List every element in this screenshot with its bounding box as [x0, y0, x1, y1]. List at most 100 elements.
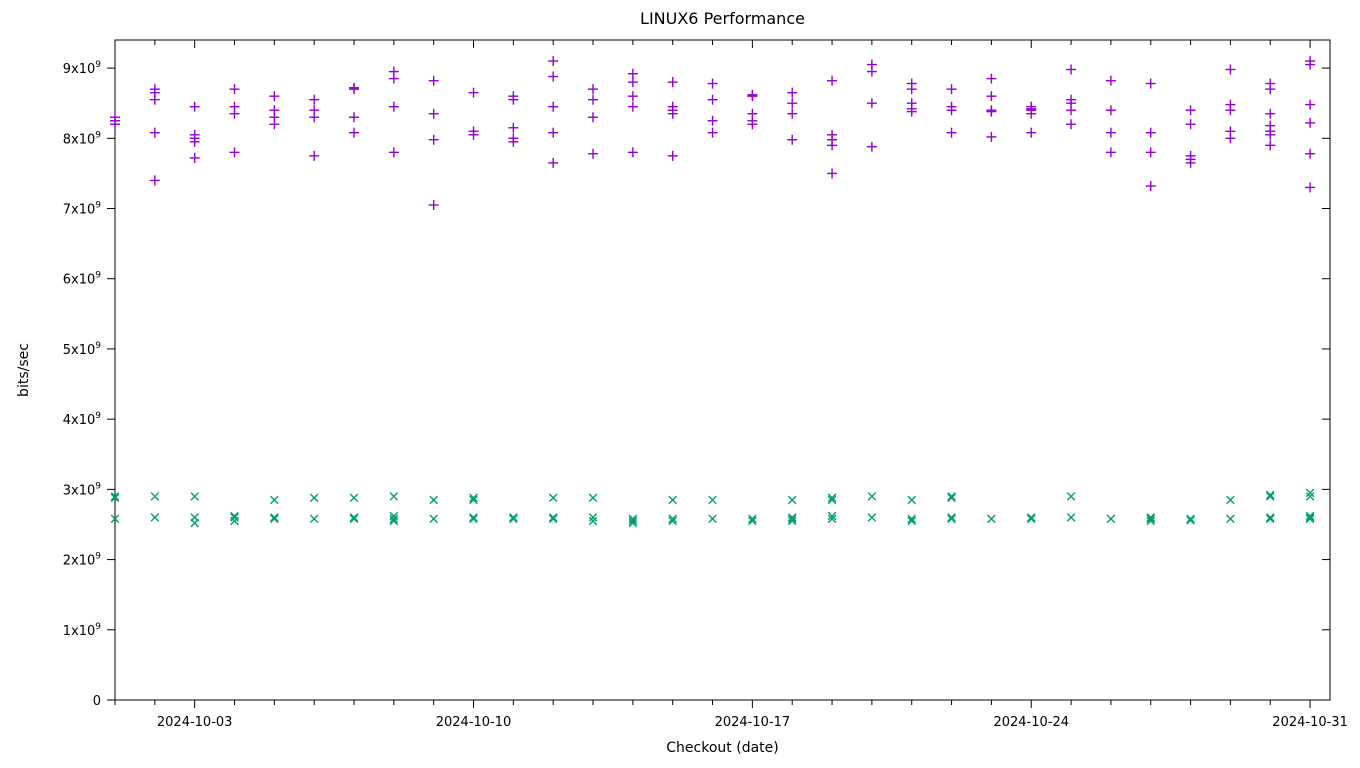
marker-x: [1266, 515, 1274, 523]
marker-plus: [269, 119, 279, 129]
marker-x: [549, 514, 557, 522]
marker-plus: [309, 112, 319, 122]
marker-plus: [1225, 64, 1235, 74]
marker-plus: [787, 88, 797, 98]
marker-plus: [349, 128, 359, 138]
marker-plus: [827, 168, 837, 178]
marker-x: [430, 515, 438, 523]
y-tick-label: 7x109: [63, 201, 102, 218]
marker-plus: [747, 91, 757, 101]
marker-plus: [309, 151, 319, 161]
marker-plus: [1146, 147, 1156, 157]
marker-plus: [389, 147, 399, 157]
marker-plus: [1106, 128, 1116, 138]
marker-x: [549, 494, 557, 502]
marker-plus: [469, 88, 479, 98]
marker-plus: [1265, 140, 1275, 150]
marker-plus: [269, 105, 279, 115]
marker-plus: [349, 112, 359, 122]
marker-plus: [1305, 182, 1315, 192]
y-tick-label: 9x109: [63, 60, 102, 77]
marker-plus: [588, 149, 598, 159]
marker-plus: [588, 95, 598, 105]
marker-plus: [1265, 84, 1275, 94]
marker-x: [908, 496, 916, 504]
marker-plus: [429, 200, 439, 210]
marker-x: [868, 514, 876, 522]
marker-plus: [787, 98, 797, 108]
marker-plus: [708, 128, 718, 138]
y-tick-label: 6x109: [63, 271, 102, 288]
y-tick-label: 1x109: [63, 622, 102, 639]
marker-x: [510, 514, 518, 522]
marker-x: [1227, 515, 1235, 523]
marker-plus: [1106, 76, 1116, 86]
marker-plus: [986, 132, 996, 142]
marker-plus: [150, 128, 160, 138]
y-tick-label: 8x109: [63, 130, 102, 147]
marker-plus: [588, 84, 598, 94]
marker-plus: [1106, 105, 1116, 115]
y-axis-label: bits/sec: [16, 343, 32, 397]
marker-plus: [947, 84, 957, 94]
marker-x: [1227, 496, 1235, 504]
marker-plus: [668, 77, 678, 87]
marker-x: [470, 515, 478, 523]
marker-plus: [349, 83, 359, 93]
marker-plus: [230, 84, 240, 94]
marker-x: [510, 515, 518, 523]
marker-x: [669, 496, 677, 504]
marker-plus: [1146, 79, 1156, 89]
marker-x: [271, 515, 279, 523]
marker-x: [1027, 515, 1035, 523]
marker-plus: [1066, 119, 1076, 129]
marker-x: [470, 514, 478, 522]
marker-plus: [230, 109, 240, 119]
marker-plus: [787, 135, 797, 145]
y-tick-label: 2x109: [63, 552, 102, 569]
marker-x: [788, 496, 796, 504]
marker-plus: [628, 77, 638, 87]
marker-plus: [827, 140, 837, 150]
marker-plus: [986, 107, 996, 117]
marker-x: [709, 496, 717, 504]
marker-x: [589, 494, 597, 502]
marker-x: [310, 494, 318, 502]
marker-plus: [628, 91, 638, 101]
marker-plus: [389, 102, 399, 112]
marker-plus: [588, 112, 598, 122]
marker-x: [1266, 491, 1274, 499]
marker-plus: [1225, 105, 1235, 115]
marker-plus: [1146, 128, 1156, 138]
chart-title: LINUX6 Performance: [640, 9, 805, 28]
marker-x: [310, 515, 318, 523]
marker-x: [1266, 514, 1274, 522]
marker-plus: [1225, 133, 1235, 143]
marker-plus: [1265, 109, 1275, 119]
marker-plus: [827, 76, 837, 86]
plot-frame: [115, 40, 1330, 700]
marker-x: [868, 493, 876, 501]
marker-x: [549, 515, 557, 523]
marker-plus: [548, 128, 558, 138]
marker-plus: [389, 74, 399, 84]
marker-x: [1067, 493, 1075, 501]
marker-plus: [429, 109, 439, 119]
x-tick-label: 2024-10-17: [715, 715, 791, 730]
marker-x: [709, 515, 717, 523]
marker-x: [1306, 514, 1314, 522]
x-axis-label: Checkout (date): [666, 740, 778, 756]
y-tick-label: 4x109: [63, 411, 102, 428]
marker-x: [1266, 493, 1274, 501]
marker-x: [350, 515, 358, 523]
marker-x: [430, 496, 438, 504]
marker-plus: [269, 91, 279, 101]
marker-plus: [548, 56, 558, 66]
x-tick-label: 2024-10-10: [436, 715, 512, 730]
marker-x: [151, 493, 159, 501]
marker-plus: [1305, 118, 1315, 128]
marker-plus: [907, 84, 917, 94]
marker-x: [1067, 514, 1075, 522]
marker-plus: [1066, 105, 1076, 115]
marker-x: [988, 515, 996, 523]
